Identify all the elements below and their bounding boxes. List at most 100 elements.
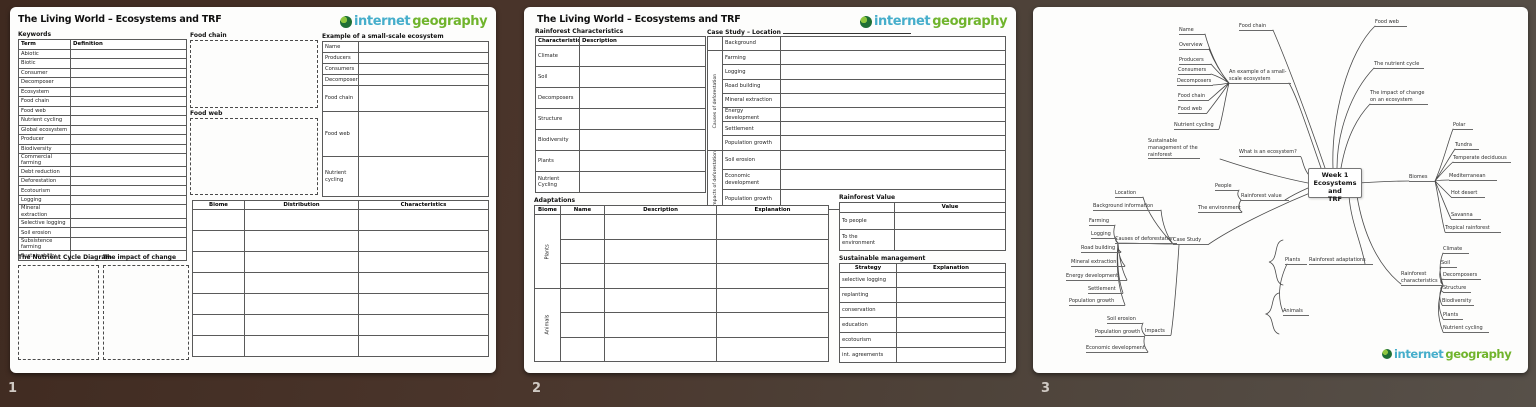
definition-blank-cell[interactable] [70,86,187,97]
blank-cell[interactable] [358,85,489,112]
blank-cell[interactable] [358,251,489,273]
definition-blank-cell[interactable] [70,96,187,107]
blank-cell[interactable] [716,238,829,264]
blank-cell[interactable] [192,272,245,294]
slide-thumbnail-2[interactable]: The Living World – Ecosystems and TRF in… [524,7,1016,373]
blank-cell[interactable] [192,209,245,231]
blank-cell[interactable] [716,336,829,362]
blank-cell[interactable] [579,45,706,67]
blank-cell[interactable] [560,263,605,289]
blank-cell[interactable] [896,302,1006,318]
blank-cell[interactable] [192,230,245,252]
blank-cell[interactable] [560,214,605,240]
blank-cell[interactable] [244,209,359,231]
blank-cell[interactable] [244,230,359,252]
definition-blank-cell[interactable] [70,166,187,177]
blank-cell[interactable] [244,293,359,315]
definition-blank-cell[interactable] [70,105,187,116]
blank-cell[interactable] [896,332,1006,348]
blank-cell[interactable] [896,317,1006,333]
blank-cell[interactable] [780,64,1006,80]
blank-cell[interactable] [244,314,359,336]
nutrient-cycle-drawing-box[interactable] [18,265,99,360]
blank-cell[interactable] [896,347,1006,363]
blank-cell[interactable] [560,238,605,264]
definition-blank-cell[interactable] [70,217,187,229]
blank-cell[interactable] [579,87,706,109]
blank-cell[interactable] [604,238,717,264]
definition-blank-cell[interactable] [70,185,187,196]
definition-blank-cell[interactable] [70,250,187,261]
blank-cell[interactable] [604,214,717,240]
blank-cell[interactable] [896,287,1006,303]
blank-cell[interactable] [358,335,489,357]
blank-cell[interactable] [579,66,706,88]
definition-blank-cell[interactable] [70,143,187,154]
blank-cell[interactable] [894,229,1006,251]
blank-cell[interactable] [579,108,706,130]
blank-cell[interactable] [358,52,489,64]
blank-cell[interactable] [192,251,245,273]
blank-cell[interactable] [716,263,829,289]
blank-cell[interactable] [604,336,717,362]
blank-cell[interactable] [894,212,1006,230]
blank-cell[interactable] [244,335,359,357]
definition-blank-cell[interactable] [70,227,187,238]
blank-cell[interactable] [358,272,489,294]
blank-cell[interactable] [560,336,605,362]
blank-cell[interactable] [780,50,1006,66]
definition-blank-cell[interactable] [70,204,187,219]
blank-cell[interactable] [560,287,605,313]
blank-cell[interactable] [244,251,359,273]
blank-cell[interactable] [192,293,245,315]
blank-cell[interactable] [780,149,1006,171]
blank-cell[interactable] [716,287,829,313]
blank-cell[interactable] [579,171,706,193]
definition-blank-cell[interactable] [70,124,187,135]
blank-cell[interactable] [579,150,706,172]
blank-cell[interactable] [780,135,1006,151]
blank-cell[interactable] [716,214,829,240]
definition-blank-cell[interactable] [70,152,187,168]
blank-cell[interactable] [896,272,1006,288]
blank-cell[interactable] [579,129,706,151]
blank-cell[interactable] [358,293,489,315]
definition-blank-cell[interactable] [70,194,187,206]
definition-blank-cell[interactable] [70,67,187,78]
blank-cell[interactable] [358,209,489,231]
page-number-1[interactable]: 1 [8,381,18,396]
blank-cell[interactable] [358,74,489,86]
slide-thumbnail-3[interactable]: Week 1 Ecosystems and TRF Name Overview … [1033,7,1528,373]
blank-cell[interactable] [358,41,489,53]
location-blank-line[interactable] [783,28,911,34]
blank-cell[interactable] [192,335,245,357]
blank-cell[interactable] [780,78,1006,94]
blank-cell[interactable] [358,314,489,336]
definition-blank-cell[interactable] [70,58,187,69]
definition-blank-cell[interactable] [70,175,187,187]
food-web-drawing-box[interactable] [190,118,318,195]
blank-cell[interactable] [358,156,489,197]
definition-blank-cell[interactable] [70,48,187,59]
blank-cell[interactable] [358,63,489,75]
definition-blank-cell[interactable] [70,115,187,126]
blank-cell[interactable] [780,121,1006,137]
blank-cell[interactable] [358,230,489,252]
definition-blank-cell[interactable] [70,77,187,88]
blank-cell[interactable] [780,169,1006,190]
blank-cell[interactable] [560,312,605,338]
impact-of-change-drawing-box[interactable] [103,265,189,360]
blank-cell[interactable] [780,106,1006,123]
blank-cell[interactable] [780,92,1006,108]
blank-cell[interactable] [244,272,359,294]
page-number-2[interactable]: 2 [532,381,542,396]
blank-cell[interactable] [716,312,829,338]
blank-cell[interactable] [604,263,717,289]
blank-cell[interactable] [604,287,717,313]
page-number-3[interactable]: 3 [1041,381,1051,396]
blank-cell[interactable] [192,314,245,336]
definition-blank-cell[interactable] [70,134,187,145]
blank-cell[interactable] [358,111,489,157]
blank-cell[interactable] [780,35,1006,52]
slide-thumbnail-1[interactable]: The Living World – Ecosystems and TRF in… [10,7,496,373]
